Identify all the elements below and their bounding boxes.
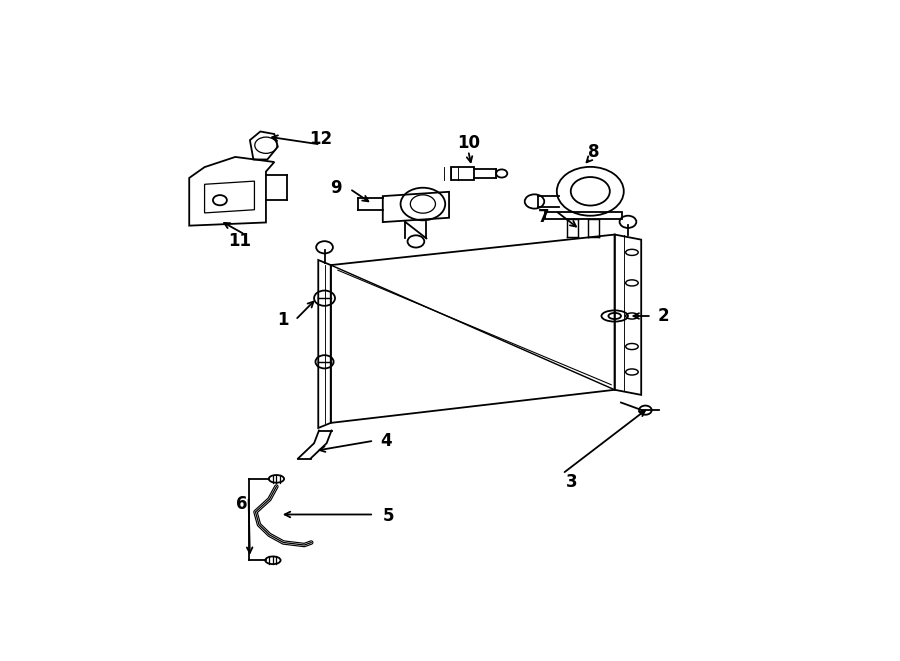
Text: 1: 1 <box>277 311 289 329</box>
Text: 11: 11 <box>229 232 252 250</box>
Text: 7: 7 <box>537 208 549 226</box>
Text: 10: 10 <box>456 134 480 152</box>
Text: 8: 8 <box>588 143 599 161</box>
Text: 9: 9 <box>330 178 341 197</box>
Text: 2: 2 <box>658 307 670 325</box>
Text: 12: 12 <box>309 130 332 148</box>
Text: 5: 5 <box>382 507 394 525</box>
Text: 6: 6 <box>236 495 248 514</box>
Text: 4: 4 <box>380 432 392 449</box>
Text: 3: 3 <box>565 473 577 491</box>
